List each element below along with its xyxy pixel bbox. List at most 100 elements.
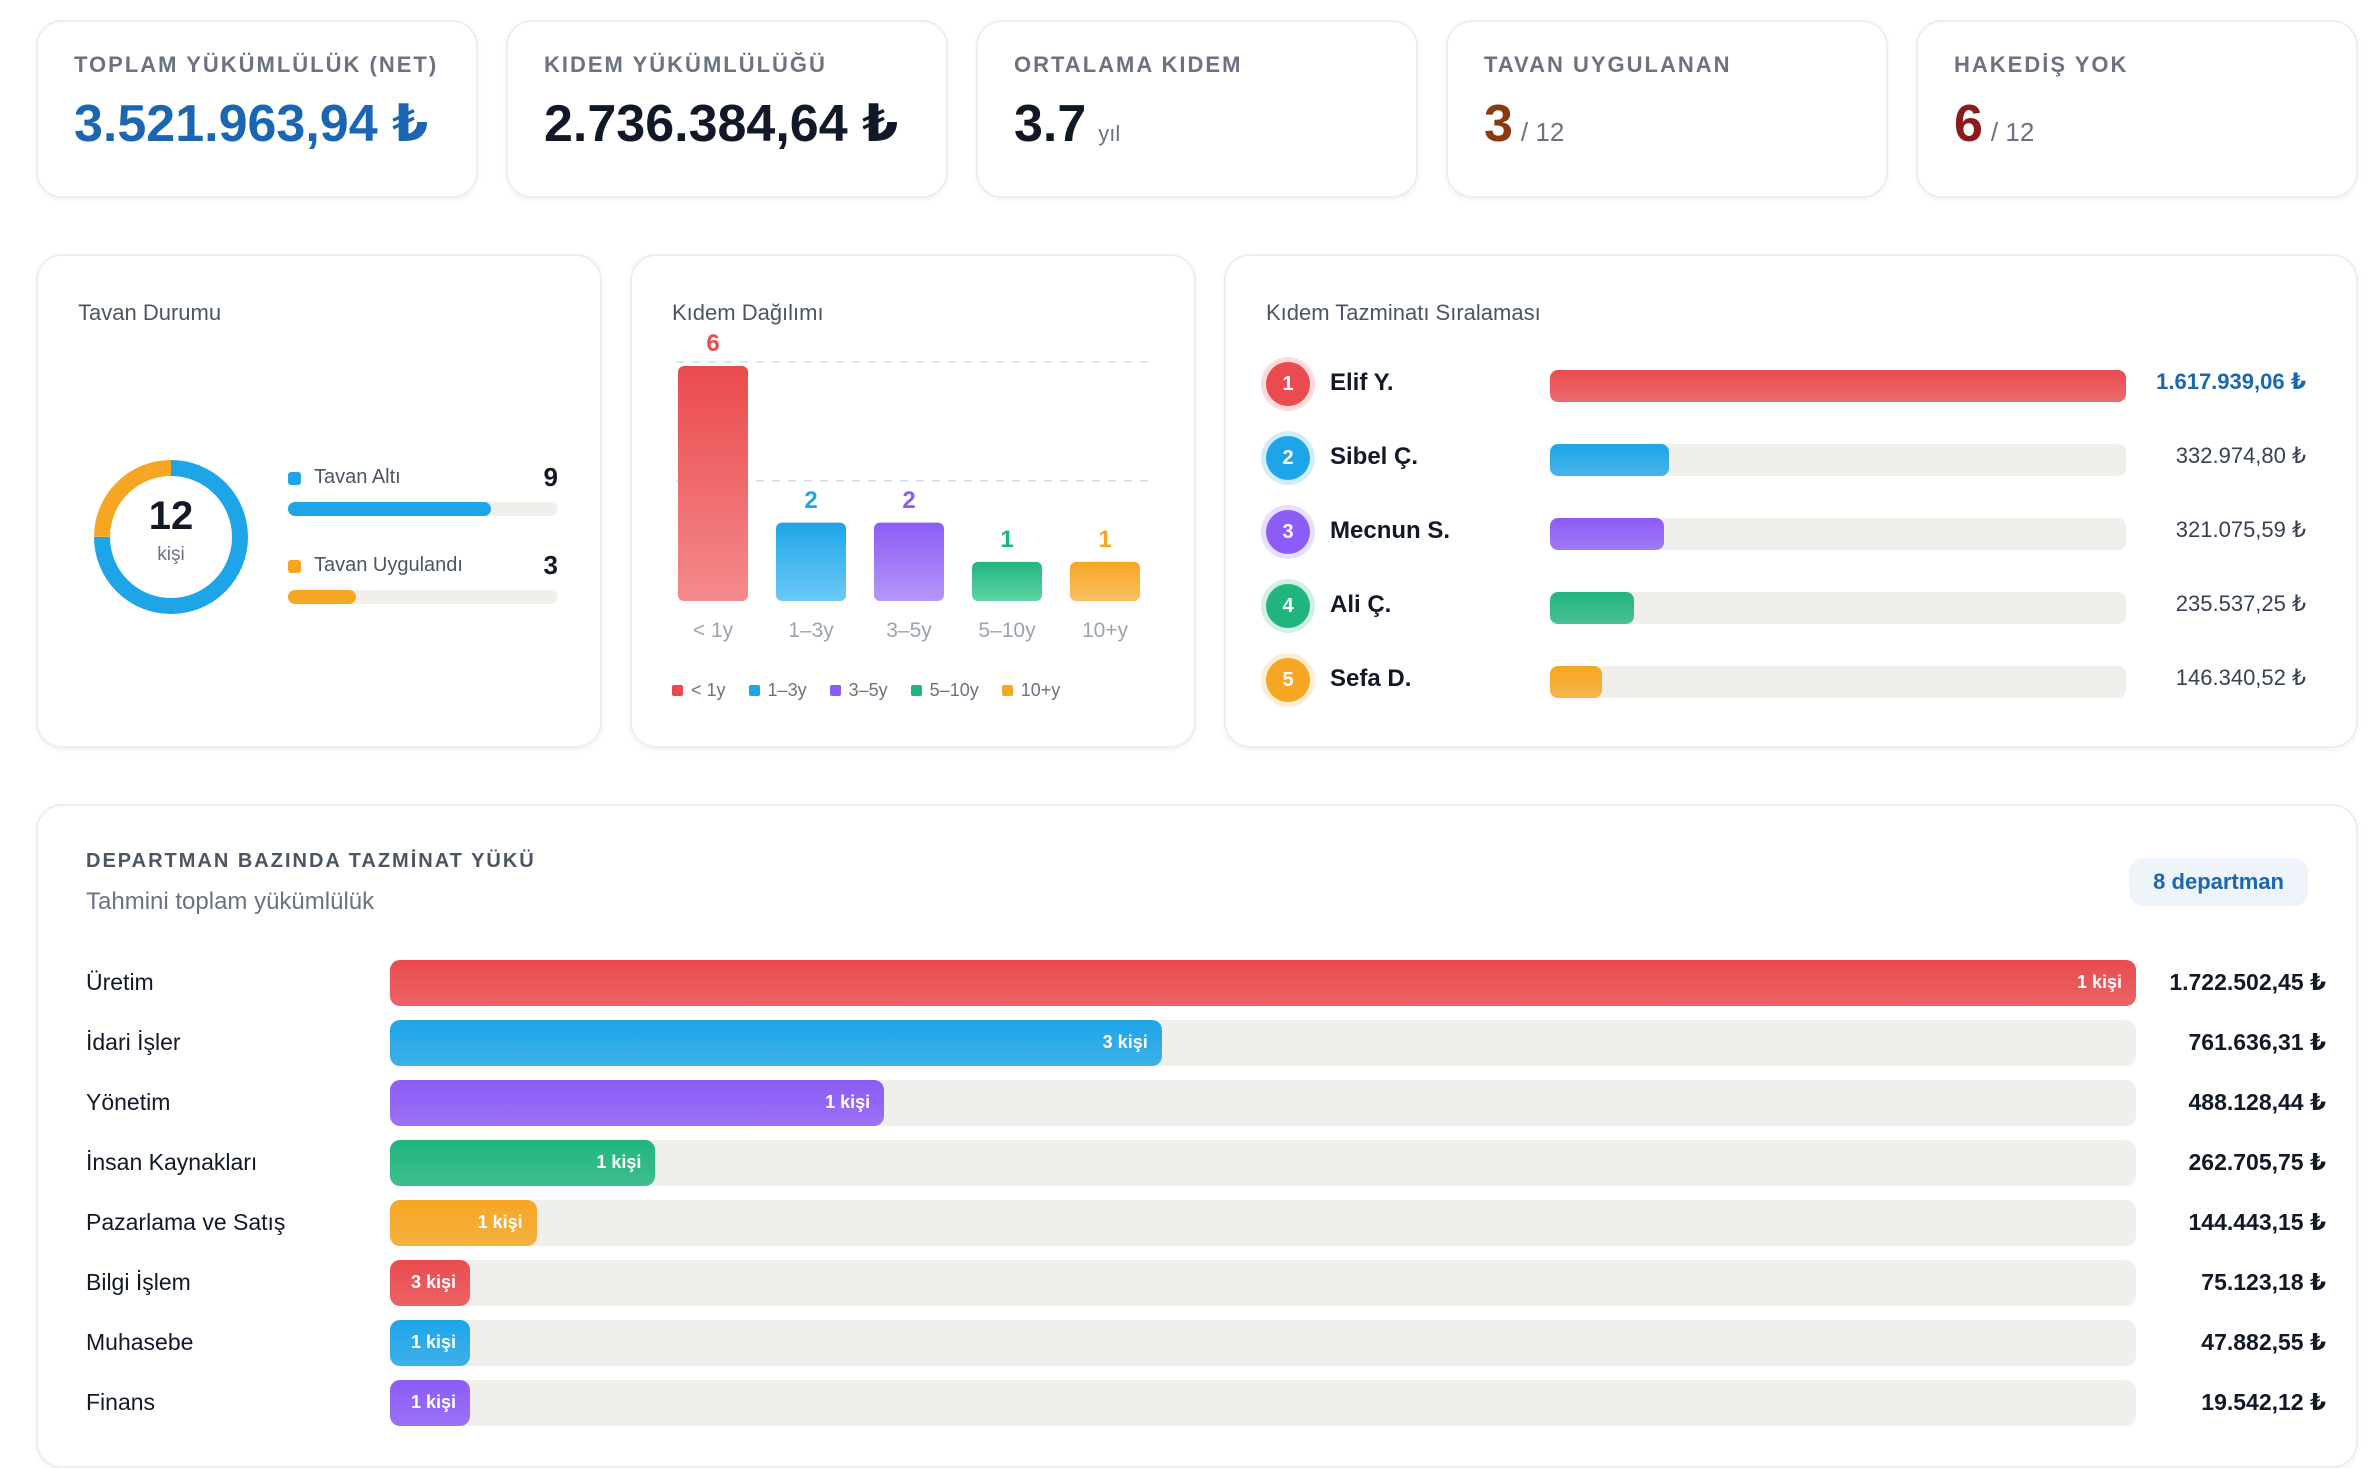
- kpi-card-total-liability: TOPLAM YÜKÜMLÜLÜK (NET) 3.521.963,94 ₺: [36, 20, 478, 198]
- department-bar-track: 1 kişi: [390, 1320, 2136, 1366]
- department-row: Yönetim 1 kişi 488.128,44 ₺: [86, 1080, 2326, 1126]
- rank-badge: 3: [1266, 510, 1310, 554]
- x-tick-label: 1–3y: [788, 619, 834, 642]
- x-tick-label: 10+y: [1081, 619, 1129, 642]
- kpi-label: TOPLAM YÜKÜMLÜLÜK (NET): [74, 52, 439, 77]
- kpi-value: 3.521.963,94 ₺: [74, 95, 429, 153]
- kpi-card-no-entitlement: HAKEDİŞ YOK 6/ 12: [1916, 20, 2358, 198]
- kpi-unit: yıl: [1098, 121, 1121, 146]
- department-name: Muhasebe: [86, 1329, 194, 1355]
- department-bar-fill: 3 kişi: [390, 1260, 470, 1306]
- legend-progress-fill: [288, 502, 491, 516]
- department-bar-fill: 3 kişi: [390, 1020, 1162, 1066]
- kpi-sub: / 12: [1990, 117, 2035, 147]
- legend-item: < 1y: [672, 680, 726, 700]
- rank-badge: 1: [1266, 362, 1310, 406]
- ranking-row: 4 Ali Ç. 235.537,25 ₺: [1266, 578, 2306, 634]
- card-title: Kıdem Dağılımı: [672, 300, 824, 325]
- legend-dot: [288, 472, 301, 485]
- card-title: Tavan Durumu: [78, 300, 222, 325]
- severance-ranking-card: Kıdem Tazminatı Sıralaması 1 Elif Y. 1.617…: [1224, 254, 2358, 748]
- ranking-bar-track: [1550, 518, 2126, 550]
- legend-dot: [288, 560, 301, 573]
- department-row: İnsan Kaynakları 1 kişi 262.705,75 ₺: [86, 1140, 2326, 1186]
- ceiling-legend-below: Tavan Altı 9: [288, 462, 558, 526]
- rank-badge: 2: [1266, 436, 1310, 480]
- headcount-label: 1 kişi: [825, 1092, 871, 1112]
- department-name: Pazarlama ve Satış: [86, 1209, 286, 1235]
- kpi-label: TAVAN UYGULANAN: [1484, 52, 1732, 77]
- department-bar-track: 1 kişi: [390, 960, 2136, 1006]
- employee-name: Sefa D.: [1330, 665, 1412, 692]
- severance-amount: 321.075,59 ₺: [2175, 517, 2306, 542]
- ranking-bar-track: [1550, 592, 2126, 624]
- ranking-bar-fill: [1550, 444, 1669, 476]
- ranking-row: 1 Elif Y. 1.617.939,06 ₺: [1266, 356, 2306, 412]
- donut-total-label: kişi: [157, 544, 185, 565]
- headcount-label: 3 kişi: [1102, 1032, 1148, 1052]
- legend-label: Tavan Uygulandı: [314, 554, 463, 576]
- department-row: Üretim 1 kişi 1.722.502,45 ₺: [86, 960, 2326, 1006]
- department-bar-fill: 1 kişi: [390, 1200, 537, 1246]
- headcount-label: 1 kişi: [477, 1212, 523, 1232]
- department-bar-track: 1 kişi: [390, 1380, 2136, 1426]
- kpi-sub: / 12: [1520, 117, 1565, 147]
- ceiling-status-card: Tavan Durumu 12 kişi Tavan Altı 9 Tavan …: [36, 254, 602, 748]
- legend-count: 3: [543, 550, 558, 580]
- kpi-value: 3.7 yıl: [1014, 95, 1121, 153]
- legend-progress-track: [288, 590, 558, 604]
- donut-segment-applied: [94, 460, 248, 614]
- x-tick-label: 5–10y: [978, 619, 1036, 642]
- department-bar-fill: 1 kişi: [390, 1380, 470, 1426]
- legend-progress-track: [288, 502, 558, 516]
- department-name: İdari İşler: [86, 1029, 181, 1055]
- legend-label: Tavan Altı: [314, 466, 401, 488]
- department-bar-fill: 1 kişi: [390, 1140, 656, 1186]
- rank-badge: 5: [1266, 658, 1310, 702]
- ranking-bar-fill: [1550, 518, 1665, 550]
- ceiling-legend-applied: Tavan Uygulandı 3: [288, 550, 558, 614]
- employee-name: Elif Y.: [1330, 369, 1394, 396]
- department-amount: 144.443,15 ₺: [2188, 1209, 2326, 1235]
- department-bar-track: 3 kişi: [390, 1260, 2136, 1306]
- x-tick-label: < 1y: [692, 619, 734, 642]
- department-bar-fill: 1 kişi: [390, 1320, 470, 1366]
- rank-badge: 4: [1266, 584, 1310, 628]
- department-row: Pazarlama ve Satış 1 kişi 144.443,15 ₺: [86, 1200, 2326, 1246]
- kpi-label: HAKEDİŞ YOK: [1954, 52, 2129, 77]
- headcount-label: 1 kişi: [410, 1392, 456, 1412]
- seniority-distribution-card: Kıdem Dağılımı 6 < 1y 2 1–3y 2 3–5y 1 5–10y 1 10+…: [630, 254, 1196, 748]
- seniority-legend: < 1y 1–3y 3–5y 5–10y 10+y: [672, 680, 1060, 701]
- bar-value-label: 1: [1098, 525, 1112, 553]
- department-bar-track: 1 kişi: [390, 1200, 2136, 1246]
- bar-0: [678, 366, 748, 601]
- department-amount: 488.128,44 ₺: [2188, 1089, 2326, 1115]
- legend-count: 9: [543, 462, 558, 492]
- department-count-badge: 8 departman: [2129, 858, 2308, 906]
- department-amount: 1.722.502,45 ₺: [2169, 969, 2326, 995]
- headcount-label: 1 kişi: [2076, 972, 2122, 992]
- ranking-bar-track: [1550, 444, 2126, 476]
- legend-progress-fill: [288, 590, 356, 604]
- kpi-value: 3/ 12: [1484, 95, 1565, 153]
- bar-3: [972, 561, 1042, 601]
- severance-amount: 146.340,52 ₺: [2175, 665, 2306, 690]
- department-amount: 262.705,75 ₺: [2188, 1149, 2326, 1175]
- department-liability-card: DEPARTMAN BAZINDA TAZMİNAT YÜKÜ Tahmini …: [36, 804, 2358, 1468]
- headcount-label: 3 kişi: [410, 1272, 456, 1292]
- ranking-bar-fill: [1550, 666, 1602, 698]
- ranking-bar-fill: [1550, 370, 2126, 402]
- department-row: İdari İşler 3 kişi 761.636,31 ₺: [86, 1020, 2326, 1066]
- bar-value-label: 6: [706, 330, 720, 357]
- department-bar-fill: 1 kişi: [390, 1080, 885, 1126]
- department-amount: 75.123,18 ₺: [2201, 1269, 2326, 1295]
- department-amount: 19.542,12 ₺: [2201, 1389, 2326, 1415]
- section-title: DEPARTMAN BAZINDA TAZMİNAT YÜKÜ: [86, 850, 536, 872]
- department-row: Bilgi İşlem 3 kişi 75.123,18 ₺: [86, 1260, 2326, 1306]
- kpi-label: ORTALAMA KIDEM: [1014, 52, 1243, 77]
- section-subtitle: Tahmini toplam yükümlülük: [86, 888, 375, 915]
- kpi-label: KIDEM YÜKÜMLÜLÜĞÜ: [544, 52, 827, 77]
- ranking-bar-fill: [1550, 592, 1635, 624]
- headcount-label: 1 kişi: [596, 1152, 642, 1172]
- department-name: Finans: [86, 1389, 156, 1415]
